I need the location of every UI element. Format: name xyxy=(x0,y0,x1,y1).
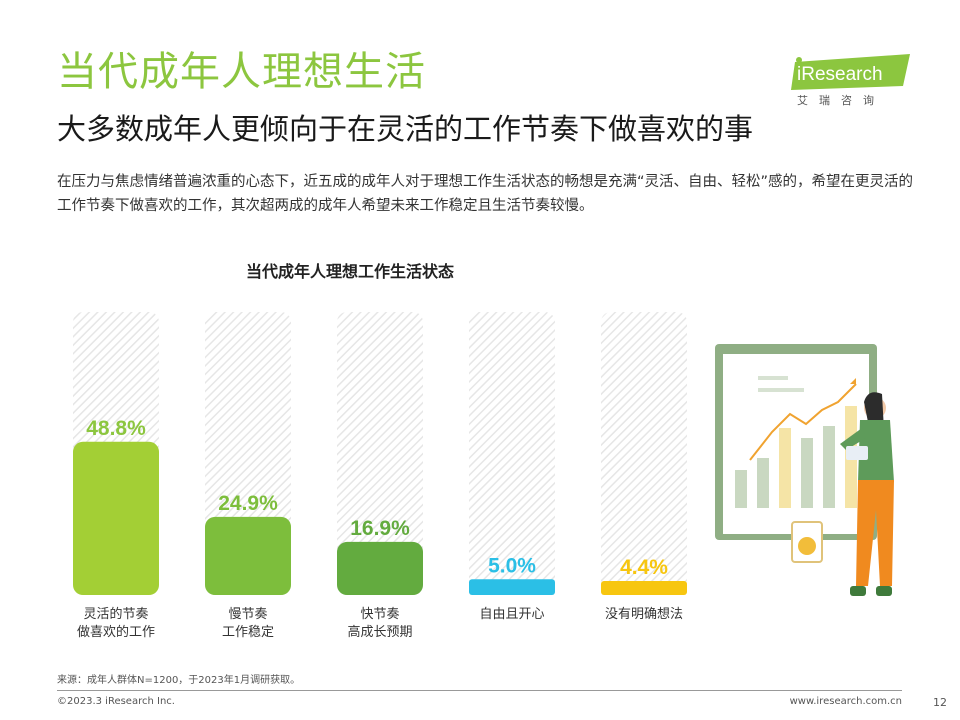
trend-arrow-head xyxy=(850,378,856,384)
category-label: 没有明确想法 xyxy=(605,606,683,622)
page-description: 在压力与焦虑情绪普遍浓重的心态下，近五成的成年人对于理想工作生活状态的畅想是充满… xyxy=(57,174,914,214)
chart-title: 当代成年人理想工作生活状态 xyxy=(245,262,454,281)
coin-icon xyxy=(798,537,816,555)
category-label: 做喜欢的工作 xyxy=(77,624,155,640)
mini-bar xyxy=(757,458,769,508)
bar-track xyxy=(469,312,555,595)
category-label: 高成长预期 xyxy=(347,624,412,640)
data-label: 16.9% xyxy=(350,517,410,540)
bar xyxy=(469,579,555,595)
category-label: 自由且开心 xyxy=(479,607,544,622)
website-link[interactable]: www.iresearch.com.cn xyxy=(789,696,902,707)
bar-track xyxy=(337,312,423,595)
page-number: 12 xyxy=(933,696,947,709)
shoe xyxy=(850,586,866,596)
category-label: 灵活的节奏 xyxy=(83,606,148,622)
presentation-illustration xyxy=(715,344,894,596)
bar xyxy=(73,441,159,595)
data-label: 24.9% xyxy=(218,492,278,515)
data-label: 5.0% xyxy=(488,554,536,577)
bar-track xyxy=(601,312,687,595)
bar xyxy=(337,541,423,595)
board-text-line xyxy=(758,388,804,392)
mini-bar xyxy=(735,470,747,508)
arm xyxy=(840,428,866,450)
footer-divider xyxy=(57,690,902,691)
category-label: 慢节奏 xyxy=(228,606,267,622)
shoe xyxy=(876,586,892,596)
mini-bar xyxy=(801,438,813,508)
mini-bar xyxy=(779,428,791,508)
bar xyxy=(205,516,291,595)
page-subtitle: 大多数成年人更倾向于在灵活的工作节奏下做喜欢的事 xyxy=(57,112,754,146)
board-text-line xyxy=(758,376,788,380)
bar xyxy=(601,581,687,595)
source-note: 来源：成年人群体N=1200，于2023年1月调研获取。 xyxy=(57,675,301,686)
logo-chinese-name: 艾瑞咨询 xyxy=(797,94,885,107)
logo-text: iResearch xyxy=(797,64,883,85)
logo-dot xyxy=(796,57,802,63)
data-label: 4.4% xyxy=(620,556,668,579)
trend-line xyxy=(749,383,857,461)
category-label: 工作稳定 xyxy=(222,624,274,640)
page-title: 当代成年人理想生活 xyxy=(57,49,426,95)
iresearch-logo: iResearch xyxy=(791,54,910,90)
data-label: 48.8% xyxy=(86,417,146,440)
category-label: 快节奏 xyxy=(360,607,399,622)
logo-banner xyxy=(791,54,910,90)
torso xyxy=(858,420,894,482)
copyright: ©2023.3 iResearch Inc. xyxy=(57,696,175,707)
pants xyxy=(856,480,894,586)
mini-bar xyxy=(823,426,835,508)
tablet xyxy=(846,446,868,460)
